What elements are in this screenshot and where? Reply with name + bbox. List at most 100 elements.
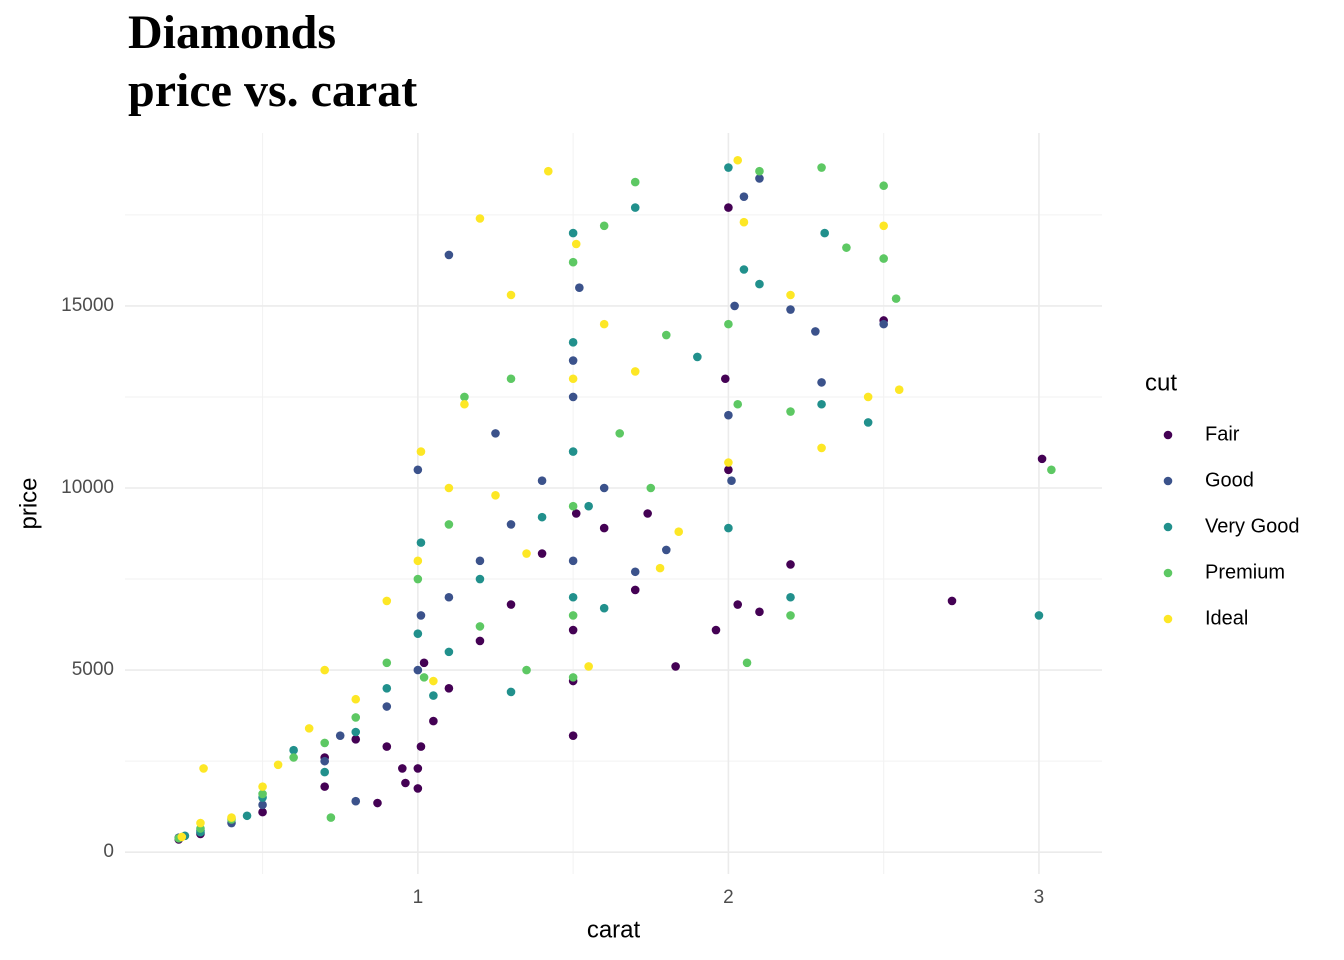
- point: [475, 622, 485, 631]
- point: [413, 465, 423, 475]
- point: [755, 279, 764, 289]
- point: [599, 603, 609, 613]
- point: [401, 778, 410, 788]
- y-tick-label: 5000: [72, 659, 114, 680]
- point: [537, 512, 547, 522]
- point: [575, 283, 584, 293]
- point: [947, 596, 957, 606]
- point: [491, 429, 500, 438]
- point: [786, 560, 795, 569]
- point: [661, 545, 671, 555]
- point: [258, 782, 267, 791]
- point: [671, 662, 680, 671]
- point: [398, 764, 407, 773]
- point: [429, 691, 438, 700]
- point: [335, 731, 345, 740]
- point: [413, 665, 423, 675]
- point: [351, 694, 361, 704]
- point: [373, 798, 382, 808]
- axes: 1 2 3 0 5000 10000 15000 carat price: [15, 295, 1044, 943]
- point: [724, 523, 733, 533]
- point: [475, 574, 485, 584]
- point: [444, 483, 454, 493]
- point: [444, 520, 454, 529]
- point: [320, 738, 329, 748]
- point: [568, 374, 578, 384]
- point: [599, 319, 609, 329]
- point: [568, 356, 578, 365]
- point: [724, 410, 733, 420]
- point: [863, 392, 873, 402]
- points: [174, 155, 1056, 844]
- point: [630, 203, 640, 212]
- point: [258, 807, 267, 817]
- point: [571, 239, 581, 249]
- legend-label: Fair: [1205, 423, 1240, 445]
- point: [739, 192, 749, 201]
- point: [568, 392, 578, 402]
- point: [643, 509, 652, 518]
- point: [413, 784, 423, 793]
- point: [413, 764, 423, 773]
- point: [1047, 465, 1056, 475]
- legend-swatch: [1163, 568, 1173, 578]
- point: [491, 490, 500, 500]
- point: [568, 257, 578, 267]
- x-tick-label: 3: [1034, 887, 1045, 908]
- point: [755, 607, 764, 617]
- point: [568, 611, 578, 620]
- legend-label: Premium: [1205, 561, 1285, 583]
- point: [599, 221, 609, 231]
- point: [227, 813, 236, 822]
- point: [584, 501, 593, 511]
- point: [879, 319, 888, 329]
- point: [879, 181, 888, 191]
- point: [599, 523, 609, 533]
- point: [891, 294, 901, 303]
- legend-swatch: [1163, 476, 1173, 486]
- point: [842, 243, 851, 252]
- legend-title: cut: [1145, 369, 1177, 396]
- point: [693, 352, 702, 362]
- point: [817, 443, 826, 453]
- point: [755, 174, 764, 183]
- legend-label: Good: [1205, 469, 1254, 491]
- legend-swatch: [1163, 614, 1173, 624]
- point: [630, 585, 640, 595]
- point: [786, 592, 795, 602]
- point: [720, 374, 730, 384]
- legend-label: Ideal: [1205, 607, 1248, 629]
- point: [429, 676, 438, 686]
- point: [1034, 611, 1044, 620]
- point: [879, 221, 888, 231]
- point: [475, 214, 485, 223]
- point: [727, 476, 736, 486]
- point: [351, 713, 361, 722]
- point: [304, 724, 314, 733]
- point: [242, 811, 252, 821]
- point: [568, 673, 578, 682]
- point: [733, 399, 743, 409]
- point: [475, 556, 485, 566]
- point: [506, 374, 516, 384]
- point: [416, 538, 426, 547]
- point: [351, 796, 361, 806]
- point: [584, 662, 593, 671]
- point: [460, 392, 469, 402]
- point: [413, 629, 423, 638]
- point: [786, 407, 795, 416]
- point: [543, 166, 553, 176]
- y-axis-title: price: [15, 477, 42, 529]
- point: [615, 429, 625, 438]
- point: [863, 418, 873, 427]
- legend-swatch: [1163, 430, 1173, 440]
- point: [786, 305, 795, 314]
- point: [382, 684, 392, 693]
- legend-swatch: [1163, 522, 1173, 532]
- point: [320, 767, 329, 777]
- point: [382, 596, 392, 606]
- point: [879, 254, 888, 263]
- point: [724, 163, 733, 172]
